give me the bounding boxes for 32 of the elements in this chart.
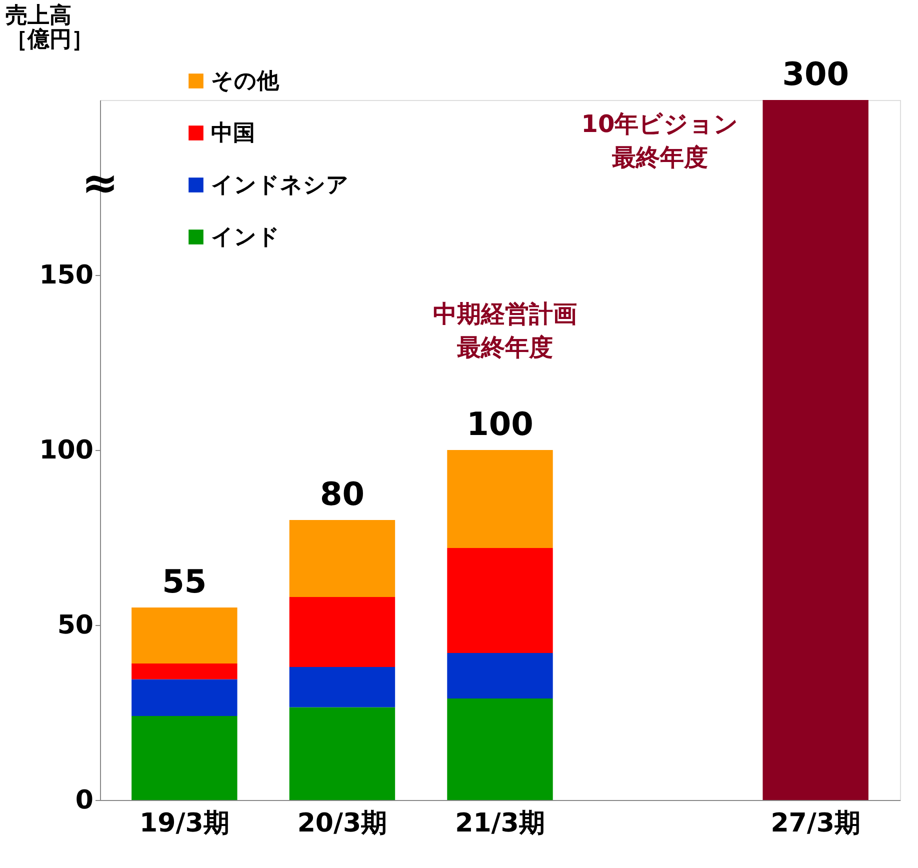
bar bbox=[447, 548, 553, 653]
bar bbox=[289, 597, 396, 667]
bar bbox=[132, 608, 238, 664]
bar bbox=[132, 679, 238, 716]
annotation: 中期経営計画最終年度 bbox=[433, 300, 577, 362]
bar bbox=[132, 664, 238, 680]
y-tick-label: 0 bbox=[75, 786, 94, 816]
x-tick-label: 21/3期 bbox=[455, 808, 545, 838]
bar bbox=[289, 667, 396, 708]
x-tick-label: 19/3期 bbox=[140, 808, 230, 838]
legend-label: その他 bbox=[211, 69, 280, 94]
bar bbox=[447, 653, 553, 698]
y-tick-label: 150 bbox=[39, 260, 94, 290]
x-tick-label: 20/3期 bbox=[297, 808, 388, 838]
annotation: 10年ビジョン最終年度 bbox=[581, 110, 739, 172]
bar bbox=[447, 698, 553, 800]
total-label: 55 bbox=[162, 562, 207, 600]
data-label: 300 bbox=[782, 55, 849, 93]
y-axis-title: 売上高［億円］ bbox=[6, 2, 94, 52]
legend-label: インドネシア bbox=[211, 173, 349, 198]
legend-label: インド bbox=[211, 225, 280, 250]
annotation: ≈ bbox=[82, 158, 118, 209]
bar bbox=[289, 707, 396, 800]
y-tick-label: 50 bbox=[57, 610, 94, 640]
bar bbox=[289, 520, 396, 597]
bar bbox=[132, 716, 238, 800]
legend-label: 中国 bbox=[211, 121, 255, 146]
total-label: 80 bbox=[320, 475, 364, 513]
y-tick-label: 100 bbox=[39, 436, 94, 466]
x-tick-label: 27/3期 bbox=[770, 808, 860, 838]
bar bbox=[447, 450, 553, 548]
total-label: 100 bbox=[466, 405, 534, 443]
